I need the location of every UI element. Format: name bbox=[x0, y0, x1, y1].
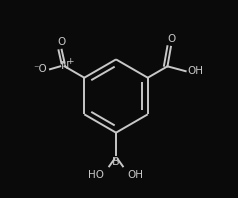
Text: +: + bbox=[66, 57, 74, 67]
Text: N: N bbox=[60, 61, 69, 71]
Text: OH: OH bbox=[128, 170, 144, 180]
Text: OH: OH bbox=[187, 66, 203, 76]
Text: O: O bbox=[168, 34, 176, 44]
Text: O: O bbox=[58, 37, 66, 47]
Text: B: B bbox=[112, 157, 120, 167]
Text: ⁻O: ⁻O bbox=[33, 64, 47, 74]
Text: HO: HO bbox=[88, 170, 104, 180]
